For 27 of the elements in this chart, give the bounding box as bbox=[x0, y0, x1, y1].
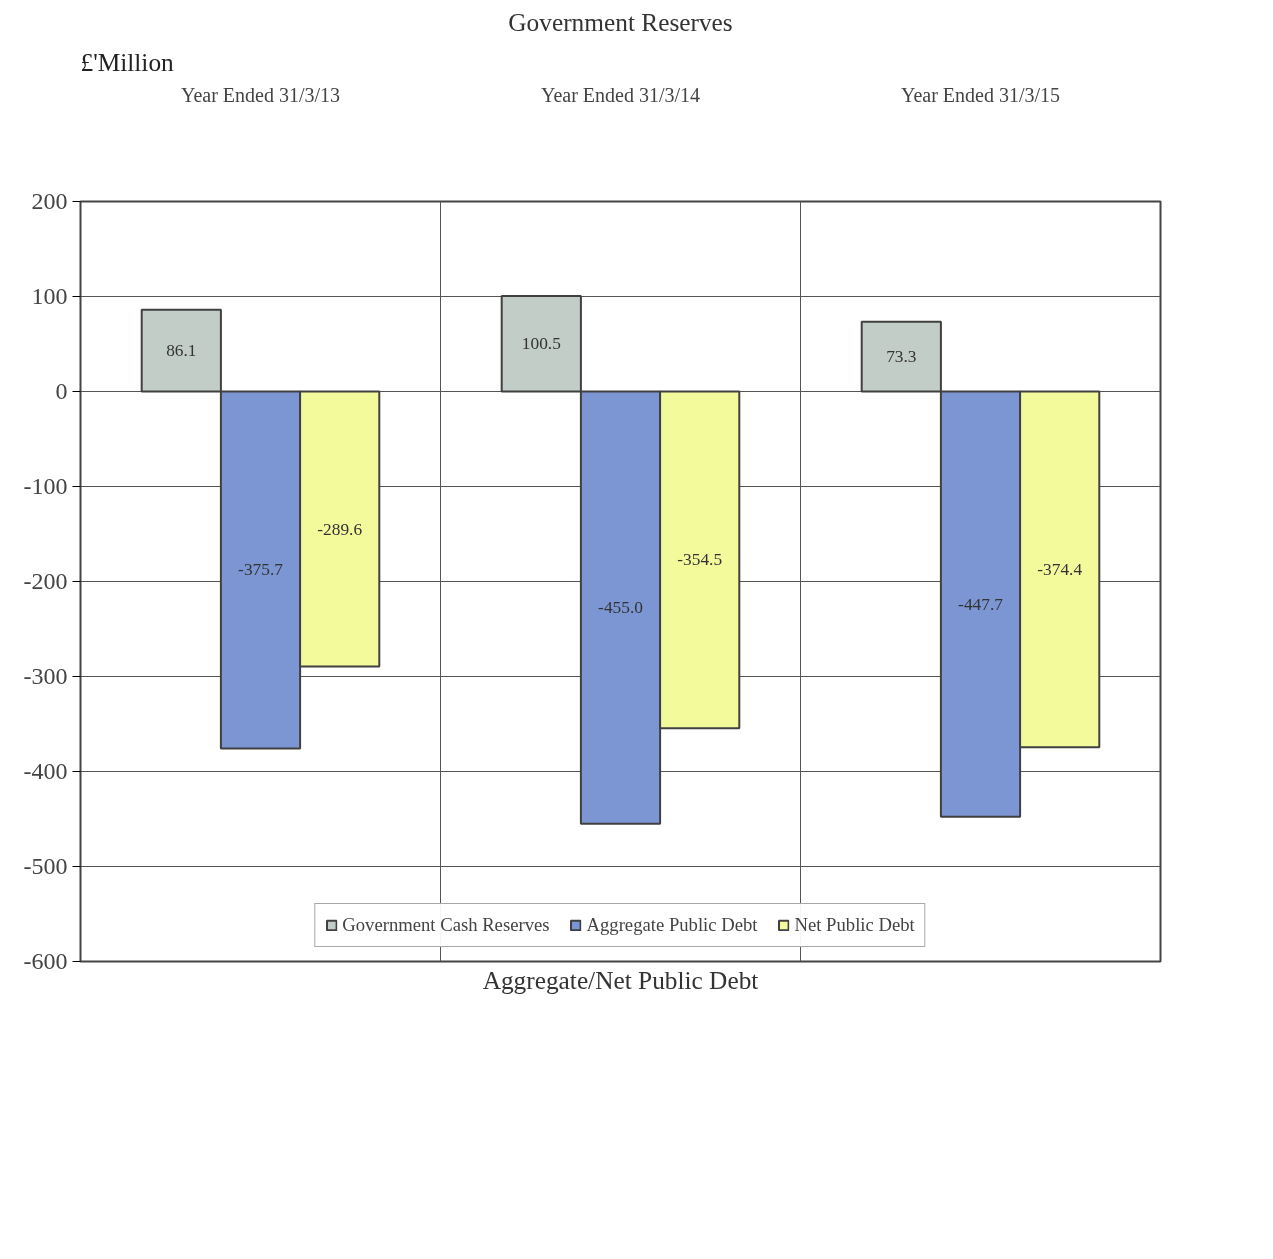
data-label: -447.7 bbox=[958, 594, 1004, 614]
y-tick-label: 200 bbox=[31, 188, 68, 214]
y-tick-label: 100 bbox=[31, 283, 68, 309]
legend-label: Aggregate Public Debt bbox=[586, 914, 758, 936]
data-label: -289.6 bbox=[317, 519, 363, 539]
y-tick-label: -500 bbox=[23, 853, 68, 879]
x-axis-title: Aggregate/Net Public Debt bbox=[482, 965, 759, 994]
y-tick-label: -300 bbox=[23, 663, 68, 689]
data-label: 100.5 bbox=[521, 334, 561, 354]
legend-label: Government Cash Reserves bbox=[342, 914, 550, 936]
data-label: -354.5 bbox=[677, 550, 723, 570]
x-tick-label: Year Ended 31/3/14 bbox=[540, 83, 701, 106]
y-tick-label: 0 bbox=[55, 378, 68, 404]
y-tick-label: -400 bbox=[23, 758, 68, 784]
data-label: -374.4 bbox=[1037, 559, 1083, 579]
y-tick-label: -100 bbox=[23, 473, 68, 499]
data-label: -455.0 bbox=[598, 598, 643, 618]
y-axis-title: £'Million bbox=[80, 47, 175, 76]
data-label: -375.7 bbox=[238, 560, 284, 580]
y-tick-label: -200 bbox=[23, 568, 68, 594]
x-tick-label: Year Ended 31/3/13 bbox=[180, 83, 341, 106]
data-label: 73.3 bbox=[886, 347, 917, 367]
legend-label: Net Public Debt bbox=[794, 914, 915, 936]
chart-title: Government Reserves bbox=[508, 7, 733, 36]
x-tick-label: Year Ended 31/3/15 bbox=[900, 83, 1061, 106]
data-label: 86.1 bbox=[166, 341, 197, 361]
y-tick-label: -600 bbox=[23, 948, 68, 974]
